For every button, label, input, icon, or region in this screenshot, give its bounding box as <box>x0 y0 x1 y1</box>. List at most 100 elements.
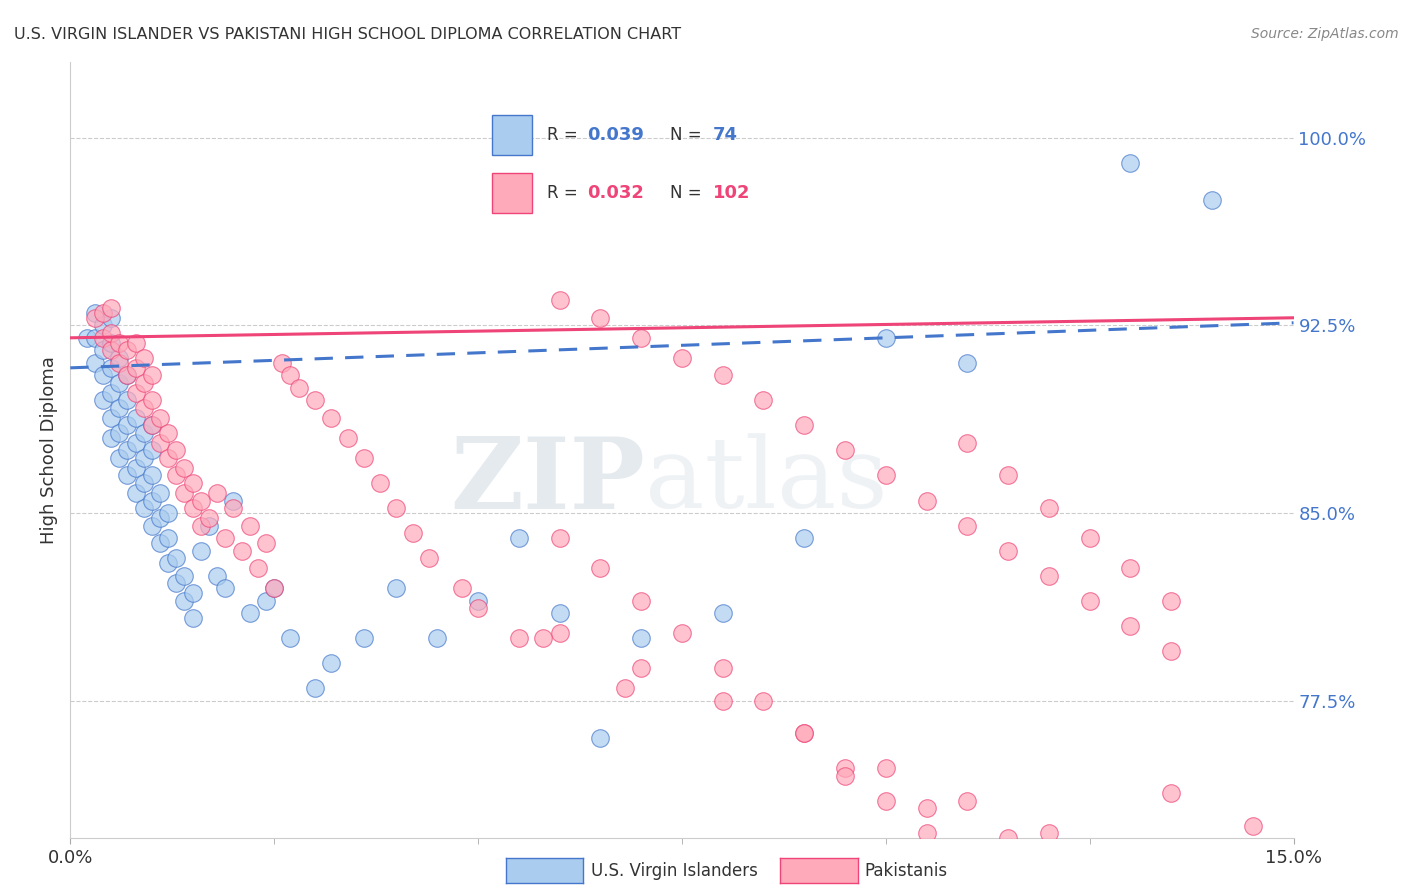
Point <box>997 543 1019 558</box>
Point <box>368 475 391 490</box>
Point <box>1038 826 1060 840</box>
Point <box>149 536 172 550</box>
Point <box>630 593 652 607</box>
Point <box>173 461 195 475</box>
Point <box>91 393 114 408</box>
Point <box>280 631 302 645</box>
Point <box>353 450 375 465</box>
Point <box>711 606 734 620</box>
Point <box>450 581 472 595</box>
Point <box>100 343 122 358</box>
Point <box>254 593 277 607</box>
Point <box>671 626 693 640</box>
Point <box>141 418 163 433</box>
Point <box>834 761 856 775</box>
Point <box>1241 819 1264 833</box>
Point <box>222 501 245 516</box>
Point <box>165 443 187 458</box>
Text: Pakistanis: Pakistanis <box>865 862 948 880</box>
Point <box>1160 786 1182 800</box>
Point <box>508 631 530 645</box>
Point <box>100 385 122 400</box>
Text: Source: ZipAtlas.com: Source: ZipAtlas.com <box>1251 27 1399 41</box>
Point <box>198 518 221 533</box>
Point <box>108 376 131 390</box>
Point <box>752 393 775 408</box>
Point <box>117 443 139 458</box>
Point <box>508 531 530 545</box>
Point <box>124 486 146 500</box>
Point <box>108 335 131 350</box>
Point <box>254 536 277 550</box>
Point <box>181 611 204 625</box>
Point <box>531 631 554 645</box>
Point <box>214 581 236 595</box>
Point <box>132 475 155 490</box>
Point <box>239 518 262 533</box>
Point <box>124 335 146 350</box>
Point <box>100 301 122 315</box>
Point <box>149 411 172 425</box>
Point <box>1078 862 1101 876</box>
Point <box>117 393 139 408</box>
Point <box>124 360 146 375</box>
Point <box>165 551 187 566</box>
Point <box>117 418 139 433</box>
Point <box>214 531 236 545</box>
Point <box>132 501 155 516</box>
Point <box>117 343 139 358</box>
Point <box>124 411 146 425</box>
Point <box>1078 593 1101 607</box>
Point <box>426 631 449 645</box>
Point <box>165 468 187 483</box>
Point <box>1160 644 1182 658</box>
Point <box>385 581 408 595</box>
Point <box>100 326 122 340</box>
Point <box>108 450 131 465</box>
Point <box>875 331 897 345</box>
Point <box>173 486 195 500</box>
Point <box>205 568 228 582</box>
Point <box>141 493 163 508</box>
Point <box>149 511 172 525</box>
Text: ZIP: ZIP <box>450 433 645 530</box>
Point <box>956 518 979 533</box>
Point <box>108 425 131 440</box>
Point <box>1160 593 1182 607</box>
Point <box>157 506 180 520</box>
Point <box>100 360 122 375</box>
Point <box>834 443 856 458</box>
Point <box>548 293 571 308</box>
Point <box>304 393 326 408</box>
Point <box>834 769 856 783</box>
Point <box>100 310 122 325</box>
Point <box>91 318 114 333</box>
Point <box>157 531 180 545</box>
Point <box>231 543 253 558</box>
Point <box>117 468 139 483</box>
Point <box>263 581 285 595</box>
Point <box>132 351 155 365</box>
Point <box>91 306 114 320</box>
Point <box>752 694 775 708</box>
Point <box>141 443 163 458</box>
Point <box>956 794 979 808</box>
Point <box>1119 155 1142 169</box>
Point <box>141 518 163 533</box>
Point <box>915 493 938 508</box>
Point <box>83 331 105 345</box>
Point <box>956 356 979 370</box>
Point <box>402 526 425 541</box>
Text: U.S. VIRGIN ISLANDER VS PAKISTANI HIGH SCHOOL DIPLOMA CORRELATION CHART: U.S. VIRGIN ISLANDER VS PAKISTANI HIGH S… <box>14 27 681 42</box>
Point <box>304 681 326 696</box>
Point <box>157 450 180 465</box>
Point <box>222 493 245 508</box>
Point <box>711 661 734 675</box>
Point <box>1038 501 1060 516</box>
Point <box>1119 618 1142 632</box>
Point <box>875 761 897 775</box>
Point <box>793 726 815 740</box>
Text: U.S. Virgin Islanders: U.S. Virgin Islanders <box>591 862 758 880</box>
Point <box>83 306 105 320</box>
Point <box>100 431 122 445</box>
